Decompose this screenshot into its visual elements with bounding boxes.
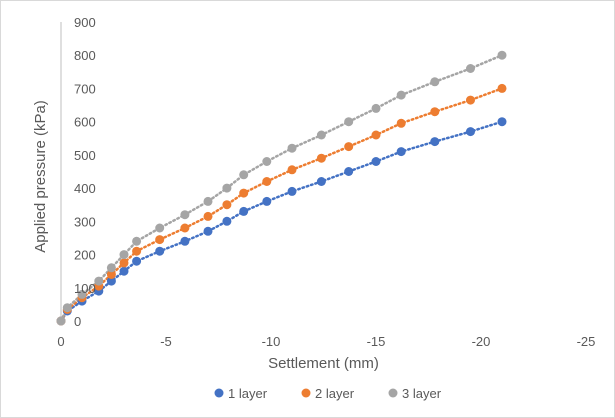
- data-point-3-layer: [77, 289, 87, 299]
- data-point-3-layer: [132, 236, 142, 246]
- data-point-2-layer: [466, 95, 475, 105]
- y-tick-label: 300: [74, 214, 96, 229]
- data-point-2-layer: [155, 235, 165, 245]
- y-tick-label: 400: [74, 181, 96, 196]
- data-point-3-layer: [396, 90, 406, 100]
- data-point-1-layer: [180, 236, 190, 246]
- x-tick-label: -5: [160, 334, 172, 349]
- data-point-3-layer: [497, 50, 507, 60]
- data-point-2-layer: [316, 153, 326, 163]
- x-tick-label: -25: [577, 334, 596, 349]
- data-point-2-layer: [222, 200, 232, 210]
- legend-marker: [301, 388, 311, 398]
- x-tick-label: -15: [367, 334, 386, 349]
- data-point-2-layer: [106, 270, 116, 279]
- x-tick-label: -20: [472, 334, 491, 349]
- legend-label: 1 layer: [228, 386, 268, 401]
- data-point-1-layer: [203, 226, 213, 236]
- data-point-1-layer: [316, 177, 326, 186]
- trendline-3-layer: [59, 53, 504, 323]
- data-point-3-layer: [344, 117, 354, 127]
- data-point-3-layer: [56, 316, 66, 326]
- data-point-1-layer: [497, 117, 507, 127]
- data-point-3-layer: [106, 263, 116, 273]
- y-tick-label: 500: [74, 148, 96, 163]
- y-tick-label: 800: [74, 48, 96, 63]
- data-point-3-layer: [316, 130, 326, 140]
- data-point-3-layer: [466, 64, 475, 73]
- legend-label: 2 layer: [315, 386, 355, 401]
- data-point-1-layer: [371, 157, 381, 166]
- y-tick-label: 600: [74, 115, 96, 130]
- data-point-1-layer: [119, 266, 129, 276]
- data-point-3-layer: [119, 250, 129, 260]
- data-point-2-layer: [239, 188, 249, 198]
- data-point-3-layer: [371, 103, 381, 113]
- data-point-2-layer: [287, 165, 297, 175]
- x-axis-title: Settlement (mm): [268, 355, 379, 372]
- y-axis-title: Applied pressure (kPa): [32, 100, 49, 253]
- data-point-1-layer: [344, 167, 354, 176]
- data-point-2-layer: [396, 118, 406, 128]
- data-point-1-layer: [466, 127, 475, 137]
- data-point-2-layer: [203, 211, 213, 221]
- legend-marker: [214, 388, 224, 398]
- data-point-1-layer: [132, 256, 142, 266]
- data-point-2-layer: [119, 258, 129, 268]
- data-point-2-layer: [430, 107, 440, 117]
- data-point-3-layer: [155, 223, 165, 233]
- data-point-2-layer: [344, 142, 354, 152]
- trendline-2-layer: [59, 87, 504, 323]
- legend-marker: [388, 388, 398, 398]
- data-point-3-layer: [94, 276, 104, 286]
- data-point-3-layer: [203, 196, 213, 206]
- data-point-1-layer: [239, 206, 249, 216]
- data-point-1-layer: [106, 276, 116, 286]
- y-tick-label: 700: [74, 81, 96, 96]
- data-point-1-layer: [262, 196, 272, 206]
- x-tick-label: 0: [57, 334, 64, 349]
- data-point-3-layer: [239, 170, 249, 180]
- data-point-2-layer: [371, 130, 381, 140]
- data-point-2-layer: [180, 223, 190, 233]
- y-tick-label: 900: [74, 15, 96, 30]
- data-point-2-layer: [132, 246, 142, 256]
- legend-label: 3 layer: [402, 386, 442, 401]
- legend: 1 layer 2 layer 3 layer: [214, 386, 442, 401]
- data-point-1-layer: [222, 216, 232, 226]
- x-tick-label: -10: [262, 334, 281, 349]
- data-point-3-layer: [262, 157, 272, 166]
- data-point-3-layer: [430, 77, 440, 87]
- data-point-1-layer: [396, 147, 406, 157]
- data-point-2-layer: [497, 83, 507, 93]
- trendline-1-layer: [59, 120, 504, 323]
- data-point-1-layer: [287, 186, 297, 196]
- data-point-3-layer: [287, 143, 297, 153]
- y-tick-label: 200: [74, 248, 96, 263]
- data-point-1-layer: [155, 246, 165, 256]
- y-tick-label: 100: [74, 281, 96, 296]
- data-point-2-layer: [262, 177, 272, 186]
- data-point-3-layer: [222, 183, 232, 193]
- data-point-1-layer: [430, 137, 440, 147]
- data-point-3-layer: [180, 210, 190, 220]
- y-tick-label: 0: [74, 314, 81, 329]
- data-point-3-layer: [62, 303, 72, 313]
